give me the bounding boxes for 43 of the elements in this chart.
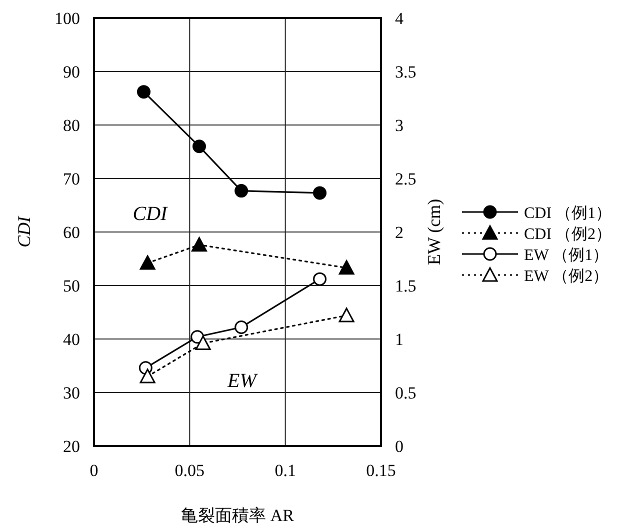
y-tick-label: 40 [63,330,80,349]
legend-label: CDI （例1） [524,205,612,222]
y-tick-label: 60 [63,223,80,242]
y-tick-label: 90 [63,62,80,82]
legend-label: CDI （例2） [524,226,612,243]
x-tick-label: 0 [90,461,98,480]
y2-tick-label: 3.5 [395,62,416,82]
point [338,260,354,275]
annotation: CDI [132,203,169,225]
y-tick-label: 80 [63,116,80,135]
y2-tick-label: 1 [395,330,404,349]
y2-axis-title: EW (cm) [424,198,444,266]
y2-tick-label: 2.5 [395,170,416,188]
x-tick-label: 0.05 [174,461,205,480]
y2-tick-label: 0 [395,437,404,456]
y-tick-label: 30 [63,384,80,402]
point [234,320,248,334]
legend-label: EW （例2） [524,268,609,285]
point [313,272,327,286]
annotation: EW [226,370,259,392]
point [140,255,156,270]
y2-tick-label: 1.5 [395,276,416,296]
x-tick-label: 0.1 [274,461,296,480]
y2-tick-label: 4 [395,9,404,28]
y-tick-label: 100 [54,9,80,28]
point [338,308,354,322]
point [136,85,150,99]
legend-label: EW （例1） [524,247,609,264]
point [195,336,211,350]
y2-tick-label: 3 [395,116,404,135]
x-axis-title: 亀裂面積率 AR [181,506,295,525]
x-tick-label: 0.15 [366,461,396,480]
point [191,237,207,252]
point [313,186,327,200]
y-tick-label: 50 [63,276,80,296]
y2-tick-label: 2 [395,223,404,242]
y-axis-title: CDI [14,215,34,248]
y-tick-label: 20 [63,437,80,456]
point [192,140,206,154]
point [140,368,156,384]
y-tick-label: 70 [63,170,80,188]
point [234,184,248,198]
y2-tick-label: 0.5 [395,384,416,402]
